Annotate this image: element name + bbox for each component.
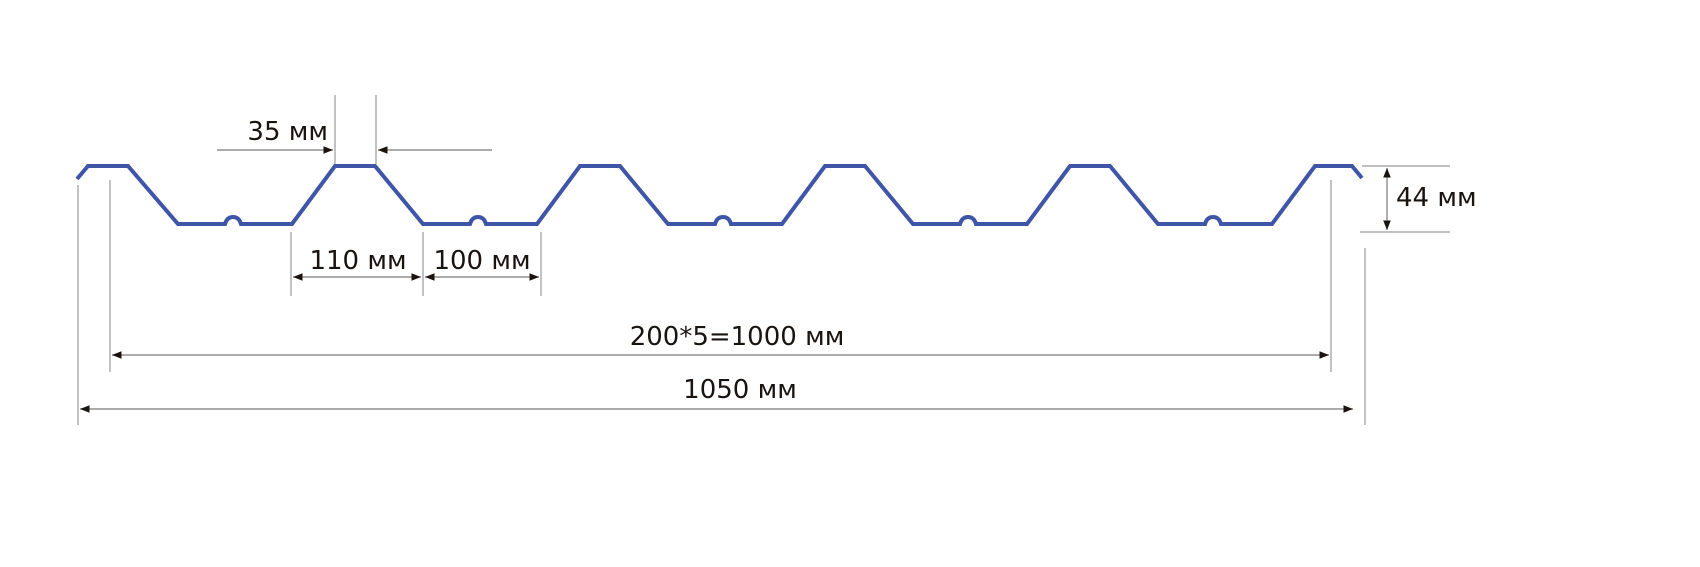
corrugated-profile [75, 164, 1364, 226]
height-label: 44 мм [1396, 183, 1477, 213]
dimension-crest-width: 35 мм [217, 95, 492, 164]
total-width-label: 1050 мм [683, 375, 797, 405]
dimension-slope-trough: 110 мм 100 мм [290, 232, 542, 296]
trough-width-label: 100 мм [433, 246, 530, 276]
crest-width-label: 35 мм [247, 117, 328, 147]
dimension-useful-width: 200*5=1000 мм [109, 180, 1332, 372]
useful-width-label: 200*5=1000 мм [630, 322, 845, 352]
dimension-total-width: 1050 мм [77, 185, 1366, 425]
slope-span-label: 110 мм [309, 246, 406, 276]
dimension-height: 44 мм [1360, 165, 1477, 233]
